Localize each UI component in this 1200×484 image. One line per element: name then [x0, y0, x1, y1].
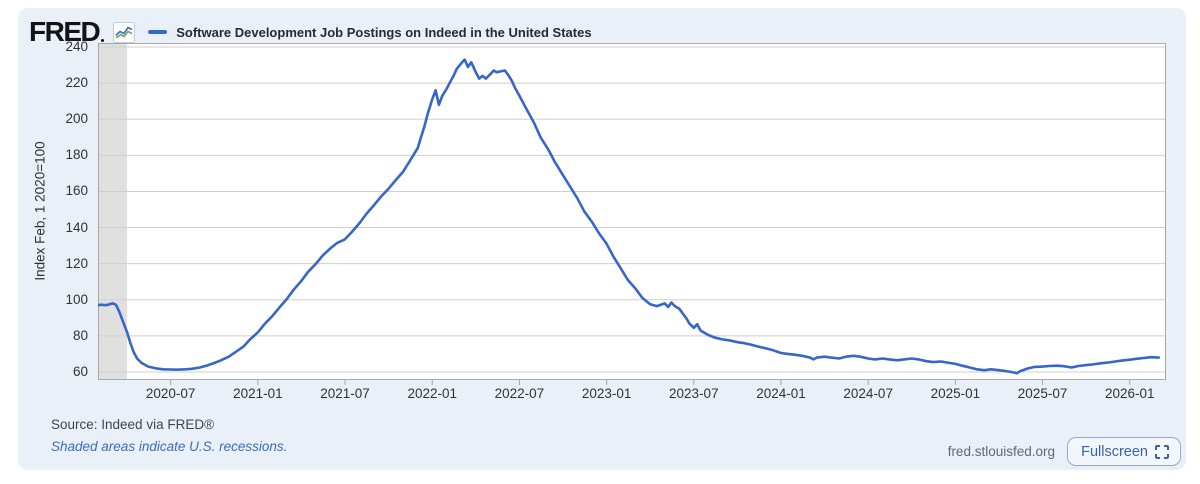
y-tick-label: 60 [72, 364, 88, 379]
plot-border [98, 43, 1166, 380]
y-tick-label: 180 [65, 147, 88, 163]
chart-plot-area[interactable] [98, 43, 1166, 388]
fullscreen-button[interactable]: Fullscreen [1067, 437, 1181, 466]
legend-series-label: Software Development Job Postings on Ind… [176, 24, 592, 40]
x-tick-label: 2025-07 [1017, 386, 1068, 401]
recession-band [98, 43, 128, 380]
y-tick-label: 200 [65, 111, 88, 127]
x-tick-label: 2024-07 [843, 386, 893, 401]
x-tick-label: 2021-01 [233, 386, 283, 401]
chart-svg[interactable] [98, 43, 1166, 388]
fred-logo[interactable]: FRED [29, 16, 105, 47]
fred-logo-registered-dot [101, 39, 105, 42]
y-tick-label: 160 [65, 183, 88, 199]
x-tick-label: 2026-01 [1104, 386, 1155, 401]
y-tick-label: 80 [72, 327, 88, 343]
y-tick-label: 240 [65, 39, 88, 54]
x-tick-label: 2024-01 [756, 386, 806, 401]
y-tick-label: 100 [65, 291, 88, 307]
legend-line-swatch [148, 30, 168, 34]
y-tick-label: 140 [65, 219, 88, 235]
data-line [98, 58, 1161, 375]
fred-graph-card: FRED Software Development Job Postings o… [18, 8, 1186, 470]
y-tick-label: 220 [65, 75, 88, 91]
plot-background [98, 43, 1166, 380]
y-tick-label: 120 [65, 255, 88, 271]
x-tick-label: 2020-07 [145, 386, 196, 401]
x-tick-label: 2023-01 [581, 386, 632, 401]
fred-mini-chart-icon [113, 21, 136, 43]
source-text: Source: Indeed via FRED® [51, 417, 215, 432]
site-url: fred.stlouisfed.org [947, 444, 1055, 459]
x-tick-label: 2022-01 [407, 386, 457, 401]
x-tick-label: 2023-07 [669, 386, 719, 401]
recession-note-link[interactable]: Shaded areas indicate U.S. recessions. [51, 439, 288, 454]
x-tick-label: 2025-01 [930, 386, 981, 401]
fullscreen-expand-icon [1155, 444, 1169, 459]
chart-header: FRED Software Development Job Postings o… [29, 17, 592, 47]
fred-logo-text: FRED [29, 16, 101, 47]
chart-legend: Software Development Job Postings on Ind… [148, 24, 592, 40]
x-tick-label: 2022-07 [494, 386, 545, 401]
x-tick-label: 2021-07 [320, 386, 370, 401]
fullscreen-label: Fullscreen [1081, 443, 1148, 460]
